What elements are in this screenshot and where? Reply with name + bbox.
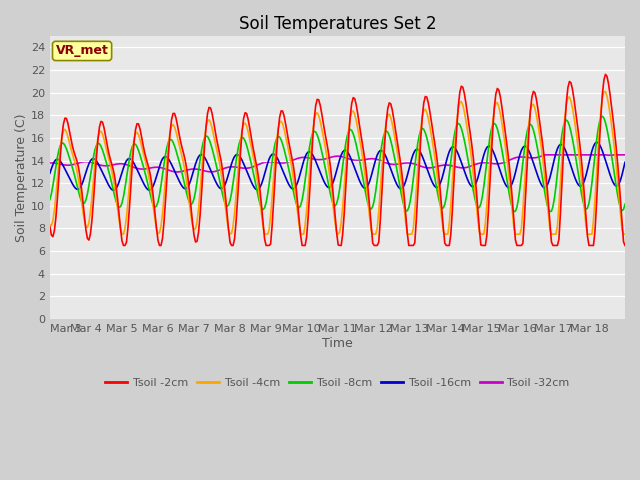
- Tsoil -8cm: [65, 155, 73, 160]
- Tsoil -4cm: [84, 225, 92, 230]
- Tsoil -32cm: [65, 162, 73, 168]
- Text: VR_met: VR_met: [56, 45, 109, 58]
- Line: Tsoil -16cm: Tsoil -16cm: [50, 142, 625, 191]
- Tsoil -4cm: [65, 140, 73, 145]
- Tsoil -16cm: [84, 165, 92, 170]
- Tsoil -16cm: [458, 159, 465, 165]
- Legend: Tsoil -2cm, Tsoil -4cm, Tsoil -8cm, Tsoil -16cm, Tsoil -32cm: Tsoil -2cm, Tsoil -4cm, Tsoil -8cm, Tsoi…: [100, 374, 574, 393]
- Tsoil -16cm: [344, 149, 351, 155]
- Line: Tsoil -32cm: Tsoil -32cm: [50, 155, 625, 172]
- Tsoil -8cm: [456, 122, 463, 128]
- Tsoil -32cm: [173, 169, 181, 175]
- Tsoil -8cm: [621, 202, 629, 207]
- Line: Tsoil -4cm: Tsoil -4cm: [50, 92, 625, 234]
- Tsoil -32cm: [620, 152, 627, 158]
- Tsoil -2cm: [84, 236, 92, 241]
- Tsoil -32cm: [458, 165, 465, 171]
- Title: Soil Temperatures Set 2: Soil Temperatures Set 2: [239, 15, 436, 33]
- Tsoil -32cm: [84, 159, 92, 165]
- Tsoil -4cm: [458, 99, 465, 105]
- Tsoil -4cm: [602, 89, 609, 95]
- Tsoil -4cm: [344, 143, 351, 149]
- Tsoil -2cm: [46, 224, 54, 230]
- Tsoil -16cm: [620, 166, 627, 172]
- Tsoil -16cm: [593, 139, 600, 145]
- Tsoil -8cm: [510, 209, 518, 215]
- Tsoil -16cm: [621, 159, 629, 165]
- Tsoil -32cm: [541, 152, 549, 158]
- Line: Tsoil -2cm: Tsoil -2cm: [50, 74, 625, 245]
- Tsoil -16cm: [46, 170, 54, 176]
- Y-axis label: Soil Temperature (C): Soil Temperature (C): [15, 113, 28, 242]
- Tsoil -16cm: [543, 183, 551, 189]
- Tsoil -32cm: [545, 152, 552, 158]
- Tsoil -32cm: [344, 156, 351, 161]
- Line: Tsoil -8cm: Tsoil -8cm: [50, 116, 625, 212]
- Tsoil -2cm: [120, 242, 127, 248]
- Tsoil -4cm: [620, 231, 627, 237]
- Tsoil -2cm: [458, 84, 465, 89]
- Tsoil -8cm: [46, 197, 54, 203]
- Tsoil -32cm: [621, 152, 629, 158]
- Tsoil -8cm: [84, 191, 92, 197]
- Tsoil -16cm: [109, 188, 116, 193]
- Tsoil -16cm: [65, 175, 73, 181]
- Tsoil -8cm: [543, 201, 551, 206]
- Tsoil -8cm: [342, 141, 349, 146]
- Tsoil -4cm: [46, 222, 54, 228]
- Tsoil -2cm: [602, 72, 609, 77]
- Tsoil -2cm: [621, 242, 629, 248]
- Tsoil -2cm: [65, 128, 73, 134]
- Tsoil -4cm: [543, 196, 551, 202]
- Tsoil -8cm: [598, 113, 606, 119]
- Tsoil -2cm: [620, 239, 627, 245]
- Tsoil -2cm: [543, 181, 551, 187]
- Tsoil -8cm: [620, 206, 627, 212]
- Tsoil -4cm: [120, 231, 127, 237]
- Tsoil -32cm: [46, 160, 54, 166]
- X-axis label: Time: Time: [322, 336, 353, 350]
- Tsoil -2cm: [344, 159, 351, 165]
- Tsoil -4cm: [621, 231, 629, 237]
